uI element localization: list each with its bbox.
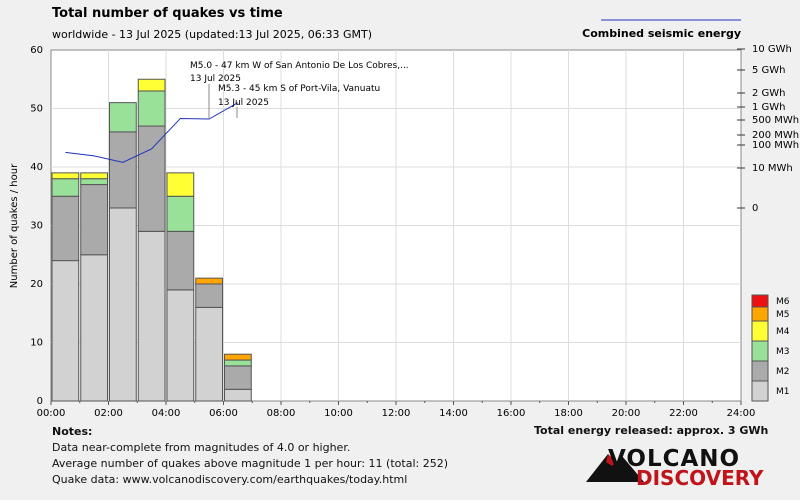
energy-line bbox=[65, 102, 239, 163]
bar-segment-m1 bbox=[137, 230, 166, 402]
bar-segment-m4 bbox=[80, 172, 108, 180]
bar-segment-m3 bbox=[166, 195, 195, 232]
energy-polyline bbox=[65, 102, 239, 163]
logo-text-volcano: VOLCANO bbox=[608, 446, 741, 472]
energy-tick-label: 100 MWh bbox=[752, 140, 799, 151]
x-tick-label: 14:00 bbox=[439, 408, 468, 419]
bar-segment-m1 bbox=[51, 260, 80, 402]
bar-segment-m5 bbox=[195, 277, 223, 285]
bar-segment-m2 bbox=[137, 125, 166, 232]
energy-legend-label: Combined seismic energy bbox=[582, 27, 741, 40]
legend-label-m6: M6 bbox=[776, 297, 790, 307]
annotation-2-line-1: M5.3 - 45 km S of Port-Vila, Vanuatu bbox=[218, 84, 380, 94]
legend-swatch-m3 bbox=[751, 340, 769, 362]
notes: Notes: Data near-complete from magnitude… bbox=[52, 424, 448, 488]
x-tick-label: 22:00 bbox=[669, 408, 698, 419]
x-tick-label: 10:00 bbox=[324, 408, 353, 419]
x-tick-label: 24:00 bbox=[727, 408, 756, 419]
bar-segment-m1 bbox=[224, 388, 252, 402]
legend-swatch-m2 bbox=[751, 360, 769, 382]
grid-lines bbox=[51, 50, 741, 401]
x-tick-label: 08:00 bbox=[267, 408, 296, 419]
legend-label-m3: M3 bbox=[776, 347, 790, 357]
x-tick-label: 20:00 bbox=[612, 408, 641, 419]
bar-segment-m1 bbox=[166, 289, 195, 402]
legend-label-m5: M5 bbox=[776, 310, 790, 320]
volcanodiscovery-logo: VOLCANO DISCOVERY bbox=[586, 446, 764, 490]
y-tick-label: 40 bbox=[30, 162, 43, 173]
chart-subtitle: worldwide - 13 Jul 2025 (updated:13 Jul … bbox=[52, 28, 372, 41]
x-tick-label: 12:00 bbox=[382, 408, 411, 419]
x-tick-label: 16:00 bbox=[497, 408, 526, 419]
bar-segment-m3 bbox=[51, 178, 80, 197]
bar-segment-m2 bbox=[80, 184, 108, 256]
annotation-1-line-1: M5.0 - 47 km W of San Antonio De Los Cob… bbox=[190, 61, 409, 71]
bar-segment-m3 bbox=[80, 178, 108, 186]
energy-tick-label: 500 MWh bbox=[752, 115, 799, 126]
bar-segment-m5 bbox=[224, 353, 252, 361]
y-axis: 0 10 20 30 40 50 60 bbox=[30, 45, 43, 407]
legend-label-m2: M2 bbox=[776, 367, 790, 377]
bar-segment-m3 bbox=[109, 102, 137, 133]
x-tick-label: 00:00 bbox=[37, 408, 66, 419]
legend-swatch-m1 bbox=[751, 380, 769, 402]
y-tick-label: 60 bbox=[30, 45, 43, 56]
x-tick-label: 02:00 bbox=[94, 408, 123, 419]
notes-line-3: Quake data: www.volcanodiscovery.com/ear… bbox=[52, 473, 408, 486]
chart-title: Total number of quakes vs time bbox=[52, 6, 283, 21]
bar-segment-m3 bbox=[224, 359, 252, 367]
bar-segment-m4 bbox=[51, 172, 80, 180]
bar-segment-m3 bbox=[137, 90, 166, 127]
bar-segment-m4 bbox=[166, 172, 195, 197]
legend-swatch-m5 bbox=[751, 306, 769, 322]
y-tick-label: 0 bbox=[37, 396, 43, 407]
legend-swatch-m4 bbox=[751, 320, 769, 342]
bar-segment-m2 bbox=[195, 283, 223, 308]
energy-tick-label: 1 GWh bbox=[752, 102, 786, 113]
volcano-icon bbox=[586, 454, 644, 482]
bar-segment-m1 bbox=[80, 254, 108, 402]
bar-segment-m4 bbox=[137, 78, 166, 92]
annotations: M5.0 - 47 km W of San Antonio De Los Cob… bbox=[190, 61, 409, 118]
y-tick-label: 50 bbox=[30, 104, 43, 115]
y-tick-label: 20 bbox=[30, 279, 43, 290]
annotation-2-line-2: 13 Jul 2025 bbox=[218, 98, 269, 108]
bar-segment-m1 bbox=[195, 306, 223, 402]
bar-segment-m2 bbox=[51, 195, 80, 262]
notes-heading: Notes: bbox=[52, 425, 93, 438]
bar-series bbox=[51, 78, 252, 402]
y-tick-label: 10 bbox=[30, 338, 43, 349]
energy-tick-label: 5 GWh bbox=[752, 65, 786, 76]
x-tick-label: 04:00 bbox=[152, 408, 181, 419]
legend-label-m4: M4 bbox=[776, 327, 790, 337]
x-tick-label: 18:00 bbox=[554, 408, 583, 419]
magnitude-legend: M6 M5 M4 M3 M2 M1 bbox=[751, 294, 790, 402]
bar-segment-m2 bbox=[166, 230, 195, 291]
legend-label-m1: M1 bbox=[776, 387, 790, 397]
y-tick-label: 30 bbox=[30, 221, 43, 232]
energy-tick-label: 0 bbox=[752, 203, 758, 214]
logo-text-discovery: DISCOVERY bbox=[636, 466, 764, 490]
legend-swatch-m6 bbox=[751, 294, 769, 308]
y-axis-label: Number of quakes / hour bbox=[9, 163, 20, 288]
bar-segment-m2 bbox=[224, 365, 252, 390]
energy-tick-label: 200 MWh bbox=[752, 130, 799, 141]
notes-line-1: Data near-complete from magnitudes of 4.… bbox=[52, 441, 351, 454]
energy-tick-label: 10 MWh bbox=[752, 163, 793, 174]
x-tick-label: 06:00 bbox=[209, 408, 238, 419]
notes-line-2: Average number of quakes above magnitude… bbox=[52, 457, 448, 470]
energy-tick-label: 2 GWh bbox=[752, 88, 786, 99]
bar-segment-m1 bbox=[109, 207, 137, 402]
annotation-1-line-2: 13 Jul 2025 bbox=[190, 74, 241, 84]
total-energy: Total energy released: approx. 3 GWh bbox=[534, 424, 769, 437]
bar-segment-m2 bbox=[109, 131, 137, 209]
x-axis: 00:00 02:00 04:00 06:00 08:00 10:00 12:00 14:00… bbox=[37, 401, 756, 419]
energy-tick-label: 10 GWh bbox=[752, 44, 792, 55]
